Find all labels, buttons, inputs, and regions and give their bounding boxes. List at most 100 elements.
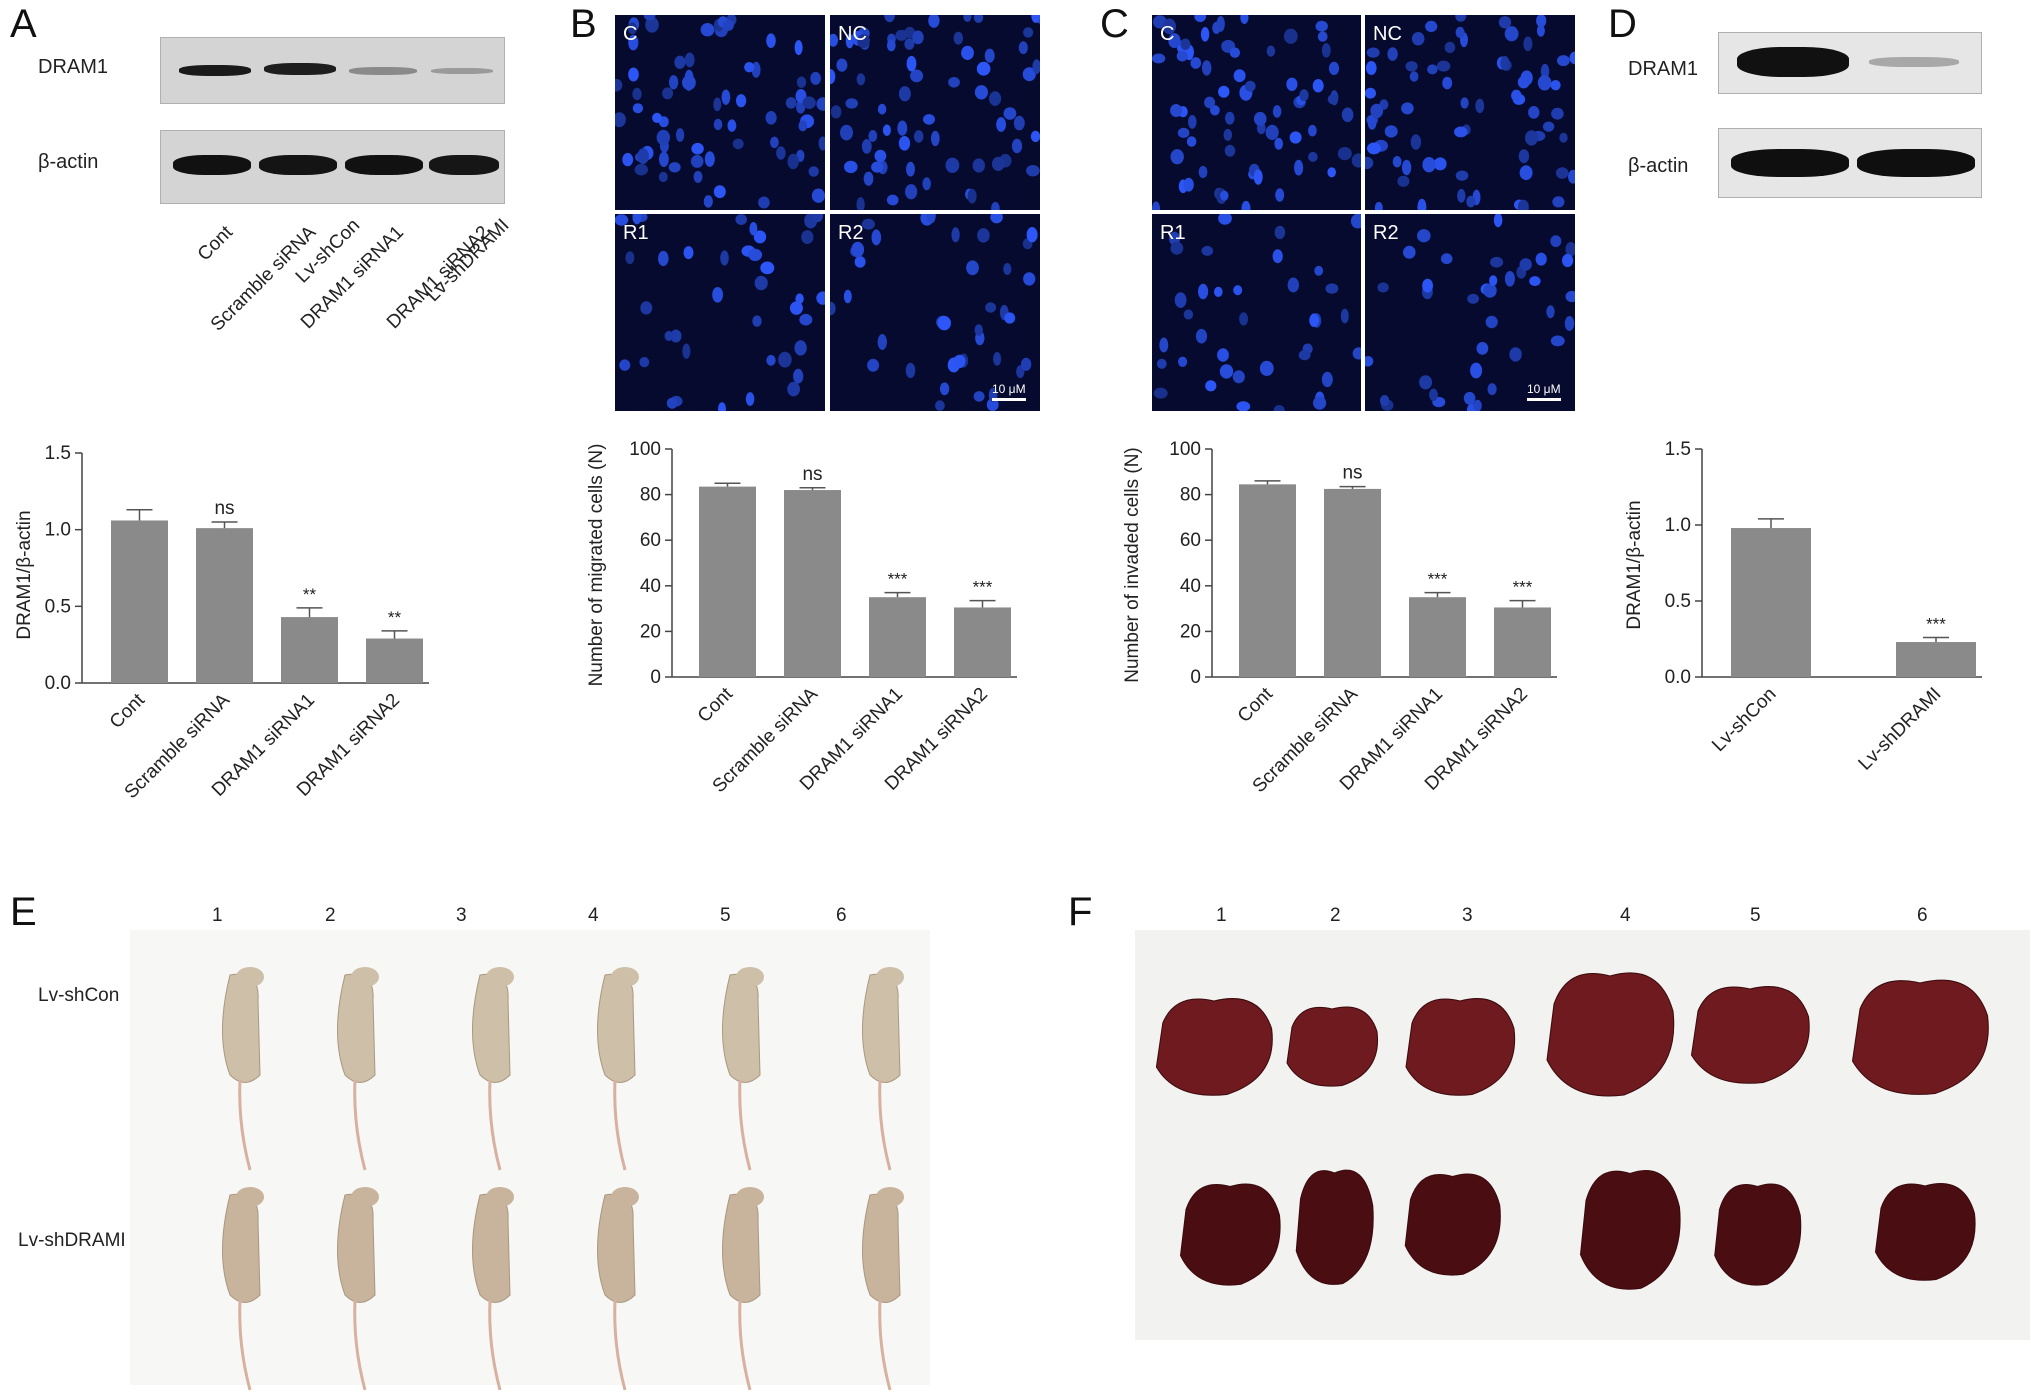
cell-nucleus [1018, 41, 1028, 55]
cell-nucleus [1223, 128, 1233, 141]
cell-nucleus [830, 301, 836, 316]
bar [196, 528, 253, 683]
y-axis-label: DRAM1/β-actin [14, 510, 35, 639]
cell-nucleus [984, 48, 995, 63]
mouse-tail [488, 1299, 502, 1391]
cell-nucleus [989, 91, 1002, 106]
cell-nucleus [615, 112, 626, 128]
cell-nucleus [1266, 45, 1276, 57]
cell-nucleus [615, 78, 623, 92]
liver [1286, 1006, 1379, 1087]
cell-nucleus [1241, 200, 1251, 210]
cell-nucleus [1240, 15, 1249, 24]
panel-label-e: E [10, 890, 37, 934]
cell-nucleus [1011, 138, 1023, 154]
cell-nucleus [643, 15, 656, 21]
cell-nucleus [1536, 24, 1545, 37]
cell-nucleus [1341, 107, 1354, 123]
cell-nucleus [1003, 263, 1012, 275]
cell-nucleus [1350, 214, 1361, 229]
cell-nucleus [666, 397, 678, 409]
cell-nucleus [1550, 80, 1561, 91]
cell-nucleus [1217, 348, 1229, 362]
cell-nucleus [632, 87, 642, 101]
cell-nucleus [674, 55, 686, 69]
liver-shape [1546, 972, 1675, 1097]
significance-label: *** [888, 570, 908, 589]
cell-nucleus [1233, 285, 1243, 296]
x-tick-label: Lv-shDRAMI [1855, 684, 1946, 775]
cell-nucleus [923, 114, 935, 125]
cell-nucleus [928, 15, 940, 28]
cell-nucleus [1397, 175, 1410, 187]
mouse-head [611, 1187, 639, 1207]
cell-nucleus [845, 98, 858, 109]
cell-nucleus [1489, 275, 1498, 286]
cell-nucleus [973, 391, 985, 402]
mouse-number-1: 1 [212, 905, 223, 926]
cell-nucleus [683, 246, 694, 260]
mouse-head [611, 967, 639, 987]
y-tick-label: 0.0 [1665, 667, 1691, 688]
cell-nucleus [1365, 356, 1374, 367]
cell-nucleus [1176, 50, 1188, 62]
liver-shape [1874, 1183, 1976, 1281]
cell-nucleus [1308, 124, 1317, 137]
y-tick-label: 60 [640, 530, 661, 551]
cell-nucleus [1409, 71, 1419, 82]
cell-nucleus [637, 148, 649, 165]
x-tick-label: Cont [1234, 683, 1278, 727]
mouse-tail [878, 1079, 892, 1171]
cell-nucleus [1460, 97, 1469, 109]
cell-nucleus [744, 62, 755, 73]
cell-nucleus [720, 250, 729, 266]
cell-nucleus [1327, 94, 1339, 105]
cell-nucleus [690, 154, 704, 168]
mouse-number-3: 3 [456, 905, 467, 926]
liver-number-2: 2 [1330, 905, 1341, 926]
cell-nucleus [1440, 253, 1453, 265]
mouse-tail [738, 1299, 752, 1391]
blot-label-dram1-a: DRAM1 [38, 56, 109, 78]
cell-nucleus [939, 382, 950, 396]
cell-nucleus [732, 138, 744, 150]
significance-label: ns [1342, 463, 1362, 484]
liver-shape [1295, 1169, 1374, 1285]
cell-nucleus [1537, 75, 1552, 91]
cell-nucleus [1026, 227, 1038, 243]
cell-nucleus [1552, 196, 1565, 208]
cell-nucleus [991, 156, 1005, 171]
cell-nucleus [718, 402, 726, 411]
cell-nucleus [1377, 282, 1389, 293]
bar [869, 597, 926, 677]
cell-nucleus [1536, 15, 1547, 28]
cell-nucleus [619, 359, 631, 371]
mouse-head [736, 1187, 764, 1207]
cell-nucleus [1022, 67, 1036, 82]
row-label-lv-shdrami: Lv-shDRAMI [18, 1230, 126, 1251]
cell-nucleus [1162, 18, 1176, 35]
cell-nucleus [1542, 121, 1555, 132]
liver-shape [1179, 1183, 1281, 1286]
cell-nucleus [1557, 55, 1570, 67]
cell-nucleus [1170, 149, 1184, 165]
mouse-body [862, 1193, 901, 1303]
significance-label: *** [1428, 570, 1448, 589]
cell-nucleus [1275, 188, 1285, 202]
cell-nucleus [1384, 125, 1398, 138]
lane-label-a-1: Cont [193, 222, 237, 266]
cell-nucleus [972, 158, 985, 173]
cell-nucleus [656, 129, 670, 146]
mouse-tail [738, 1079, 752, 1171]
cell-nucleus [898, 136, 911, 151]
cell-nucleus [1273, 405, 1285, 411]
cell-nucleus [1321, 371, 1333, 388]
cell-nucleus [1299, 89, 1309, 102]
panel-label-d: D [1608, 2, 1637, 46]
bar [1409, 597, 1466, 677]
bar [954, 607, 1011, 677]
cell-nucleus [1365, 156, 1374, 170]
cell-nucleus [1392, 156, 1402, 168]
cell-nucleus [1219, 364, 1234, 379]
cell-nucleus [1405, 61, 1418, 72]
